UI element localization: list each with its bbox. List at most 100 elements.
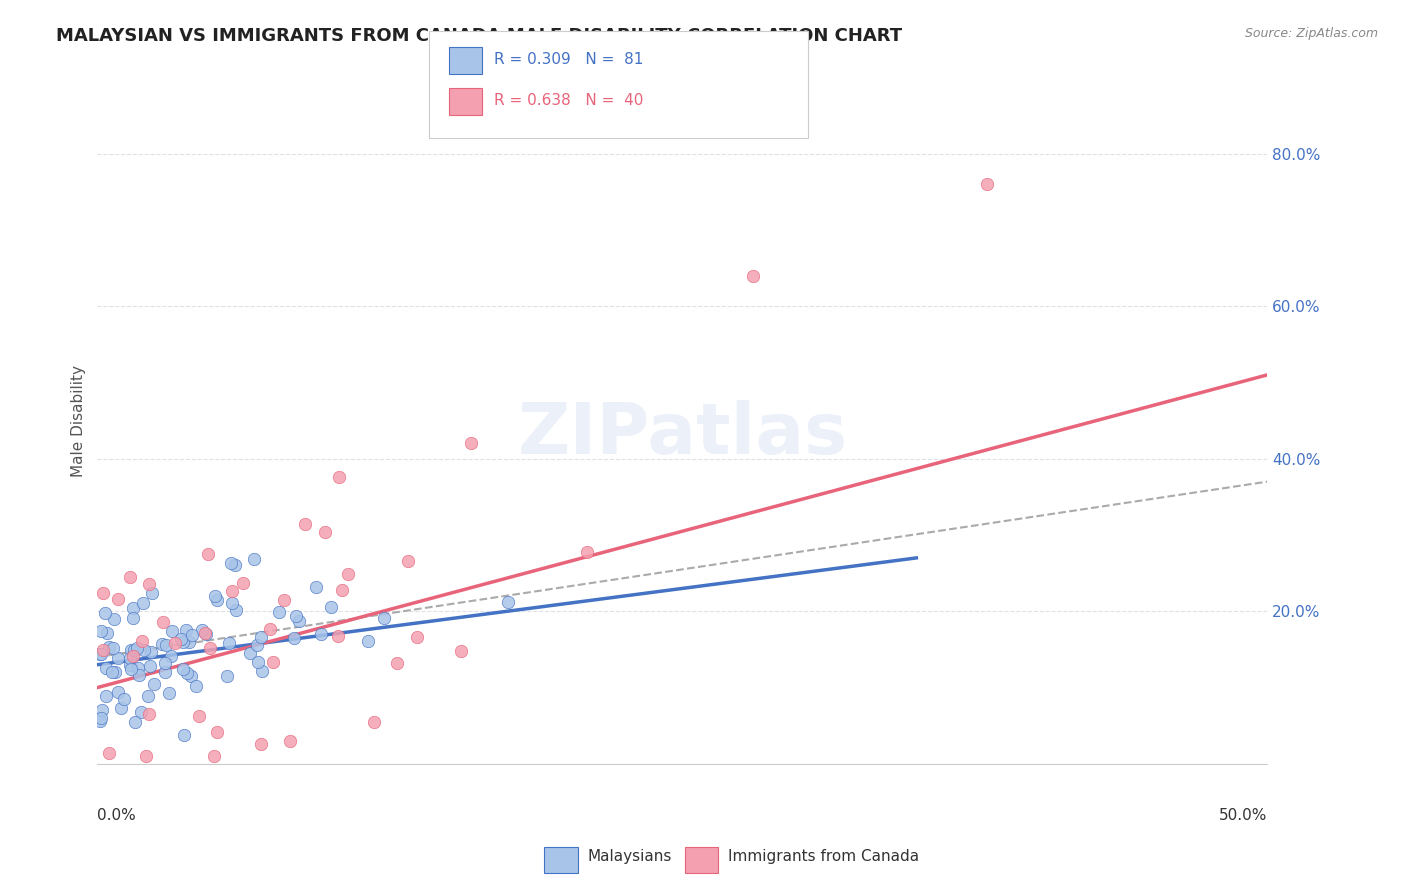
Point <box>153 656 176 670</box>
Point <box>96 626 118 640</box>
Point <box>225 603 247 617</box>
Point <box>247 655 270 669</box>
Point <box>152 615 174 629</box>
Point <box>252 664 274 678</box>
Point <box>336 566 359 581</box>
Text: 50.0%: 50.0% <box>1219 808 1267 823</box>
Point <box>269 605 291 619</box>
Point <box>90 703 112 717</box>
Point <box>221 596 243 610</box>
Text: MALAYSIAN VS IMMIGRANTS FROM CANADA MALE DISABILITY CORRELATION CHART: MALAYSIAN VS IMMIGRANTS FROM CANADA MALE… <box>56 27 903 45</box>
Point <box>405 630 427 644</box>
Point <box>205 592 228 607</box>
Point <box>176 665 198 680</box>
Point <box>174 623 197 637</box>
Point <box>184 680 207 694</box>
Point <box>114 692 136 706</box>
Point <box>120 650 142 665</box>
Point <box>284 609 307 624</box>
Point <box>136 689 159 703</box>
Point <box>100 665 122 679</box>
Point <box>138 707 160 722</box>
Point <box>97 746 120 760</box>
Point <box>94 661 117 675</box>
Point <box>373 611 395 625</box>
Point <box>180 669 202 683</box>
Point <box>172 634 194 648</box>
Point <box>179 635 201 649</box>
Point <box>121 648 143 663</box>
Point <box>262 655 284 669</box>
Point <box>221 584 243 599</box>
Point <box>118 658 141 673</box>
Point <box>304 581 326 595</box>
Point <box>138 577 160 591</box>
Point <box>90 647 112 661</box>
Point <box>205 725 228 739</box>
Point <box>328 629 350 643</box>
Text: R = 0.309   N =  81: R = 0.309 N = 81 <box>494 53 643 67</box>
Point <box>321 600 343 615</box>
Point <box>259 622 281 636</box>
Point <box>128 667 150 681</box>
Point <box>460 435 482 450</box>
Point <box>103 612 125 626</box>
Point <box>200 641 222 656</box>
Y-axis label: Male Disability: Male Disability <box>72 365 86 476</box>
Point <box>288 614 311 628</box>
Point <box>249 737 271 751</box>
Point <box>283 631 305 645</box>
Point <box>121 610 143 624</box>
Point <box>239 646 262 660</box>
Point <box>181 628 204 642</box>
Point <box>576 545 599 559</box>
Point <box>141 586 163 600</box>
Point <box>153 665 176 680</box>
Point <box>159 648 181 663</box>
Point <box>273 592 295 607</box>
Point <box>250 630 273 644</box>
Point <box>165 636 187 650</box>
Point <box>311 627 333 641</box>
Point <box>363 714 385 729</box>
Point <box>104 665 127 680</box>
Point <box>173 728 195 742</box>
Point <box>398 554 420 568</box>
Point <box>96 689 118 703</box>
Point <box>139 644 162 658</box>
Point <box>202 749 225 764</box>
Point <box>155 638 177 652</box>
Point <box>194 626 217 640</box>
Point <box>197 547 219 561</box>
Point <box>170 632 193 647</box>
Point <box>127 641 149 656</box>
Point <box>91 642 114 657</box>
Point <box>278 733 301 747</box>
Point <box>976 178 998 192</box>
Point <box>450 644 472 658</box>
Point <box>385 657 408 671</box>
Point <box>132 597 155 611</box>
Point <box>294 516 316 531</box>
Point <box>191 624 214 638</box>
Point <box>131 634 153 648</box>
Text: 0.0%: 0.0% <box>97 808 136 823</box>
Point <box>101 641 124 656</box>
Point <box>122 600 145 615</box>
Point <box>172 662 194 676</box>
Text: Immigrants from Canada: Immigrants from Canada <box>728 849 920 863</box>
Point <box>243 552 266 566</box>
Text: ZIPatlas: ZIPatlas <box>517 400 848 469</box>
Point <box>246 638 269 652</box>
Point <box>160 624 183 639</box>
Point <box>219 556 242 570</box>
Point <box>110 701 132 715</box>
Point <box>127 661 149 675</box>
Point <box>120 643 142 657</box>
Point <box>328 470 350 484</box>
Point <box>356 633 378 648</box>
Point <box>90 624 112 638</box>
Point <box>107 650 129 665</box>
Text: R = 0.638   N =  40: R = 0.638 N = 40 <box>494 94 643 108</box>
Point <box>139 659 162 673</box>
